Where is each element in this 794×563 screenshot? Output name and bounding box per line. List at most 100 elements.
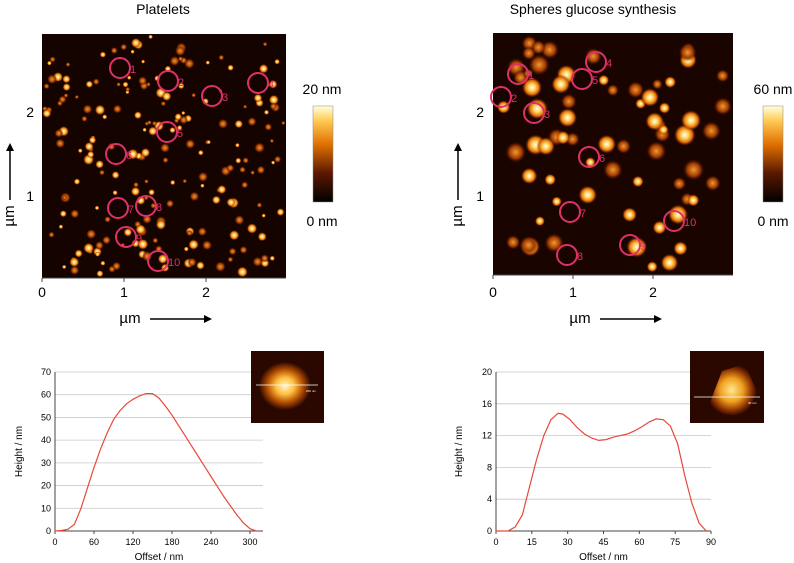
afm-particle	[58, 95, 67, 104]
afm-particle	[181, 111, 186, 115]
afm-particle	[62, 75, 71, 84]
marker-label-6: 6	[126, 150, 132, 162]
afm-particle	[544, 173, 556, 186]
x-tick-label: 15	[527, 537, 537, 547]
right-y-ticklabel-2: 2	[476, 104, 484, 120]
afm-particle	[206, 139, 211, 145]
right-colorbar	[762, 105, 784, 203]
y-tick-label: 16	[482, 399, 492, 409]
afm-particle	[247, 117, 257, 127]
afm-particle	[585, 157, 596, 168]
afm-particle	[47, 60, 52, 66]
afm-particle	[258, 63, 269, 74]
afm-particle	[141, 250, 153, 262]
afm-particle	[82, 104, 93, 115]
afm-particle	[664, 76, 677, 88]
marker-circle-7	[107, 197, 129, 219]
afm-particle	[198, 149, 204, 156]
right-x-ticklabel-0: 0	[489, 284, 497, 300]
afm-particle	[551, 74, 571, 94]
afm-particle	[197, 227, 207, 237]
left-y-unit-label: µm	[1, 205, 18, 226]
afm-particle	[551, 196, 562, 207]
afm-particle	[88, 136, 97, 144]
right-profile-inset: 90 nm	[690, 351, 764, 423]
marker-circle-6	[578, 146, 600, 168]
afm-particle	[196, 261, 205, 270]
afm-particle	[70, 209, 80, 219]
afm-particle	[254, 142, 265, 154]
afm-particle	[268, 80, 278, 89]
marker-label-9: 9	[136, 233, 142, 245]
afm-particle	[215, 261, 226, 273]
afm-particle	[544, 233, 564, 253]
afm-particle	[87, 150, 95, 159]
afm-particle	[241, 181, 249, 189]
marker-circle-9	[619, 234, 641, 256]
left-marker-circles: 1 2 3 4 5 6 7 8 9 10	[105, 57, 274, 272]
marker-label-3: 3	[222, 92, 228, 104]
left-x-arrow-head	[204, 315, 212, 323]
y-tick-label: 70	[41, 367, 51, 377]
afm-particle	[186, 229, 193, 237]
left-x-ticklabel-2: 2	[202, 284, 210, 300]
afm-particle	[130, 186, 141, 196]
afm-particle	[74, 249, 83, 258]
x-tick-label: 60	[634, 537, 644, 547]
afm-particle	[69, 257, 80, 267]
marker-circle-8	[135, 195, 157, 217]
afm-particle	[148, 189, 155, 196]
afm-particle	[228, 247, 237, 256]
afm-particle	[227, 64, 234, 71]
afm-particle	[62, 195, 68, 201]
afm-particle	[122, 81, 129, 88]
afm-particle	[269, 138, 275, 144]
afm-particle	[274, 155, 282, 163]
afm-particle	[152, 237, 159, 244]
marker-circle-8	[556, 244, 578, 266]
right-colorbar-max-label: 60 nm	[754, 81, 793, 97]
afm-particle	[77, 148, 83, 154]
afm-particle	[217, 118, 229, 129]
afm-particle	[102, 114, 108, 120]
marker-label-6: 6	[599, 153, 605, 165]
afm-particle	[242, 157, 249, 164]
afm-particle	[94, 104, 106, 116]
afm-particle	[123, 228, 133, 237]
afm-particle	[640, 88, 660, 107]
y-tick-label: 20	[41, 481, 51, 491]
afm-particle	[263, 109, 270, 115]
afm-particle	[680, 110, 702, 131]
afm-particle	[256, 202, 263, 208]
x-tick-label: 75	[670, 537, 680, 547]
afm-particle	[62, 83, 71, 92]
afm-particle	[116, 82, 121, 87]
afm-particle	[212, 195, 221, 205]
marker-label-5: 5	[592, 75, 598, 87]
right-y-ticklabel-1: 1	[476, 188, 484, 204]
left-height-profile-chart: 0 10 20 30 40 50 60 70 0 60 120 180 240 300 Offset / n…	[14, 367, 263, 563]
afm-particle	[148, 34, 153, 40]
afm-particle	[658, 102, 671, 114]
marker-circle-3	[523, 102, 545, 124]
afm-particle	[177, 82, 185, 90]
marker-circle-1	[109, 57, 131, 79]
marker-label-2: 2	[178, 77, 184, 89]
afm-particle	[687, 194, 700, 207]
afm-particle	[536, 137, 555, 156]
left-x-ticklabel-0: 0	[38, 284, 46, 300]
afm-particle	[197, 171, 209, 182]
afm-particle	[597, 134, 617, 154]
x-axis-label: Offset / nm	[135, 552, 184, 563]
afm-particle	[560, 93, 577, 110]
y-tick-label: 20	[482, 367, 492, 377]
left-x-unit-label: µm	[119, 310, 140, 327]
afm-particle	[646, 261, 658, 273]
left-colorbar	[312, 105, 334, 203]
afm-particle	[182, 178, 188, 184]
right-inset-particle	[706, 364, 757, 416]
afm-particle	[276, 208, 285, 217]
afm-particle	[58, 224, 64, 229]
afm-particle	[235, 142, 240, 148]
